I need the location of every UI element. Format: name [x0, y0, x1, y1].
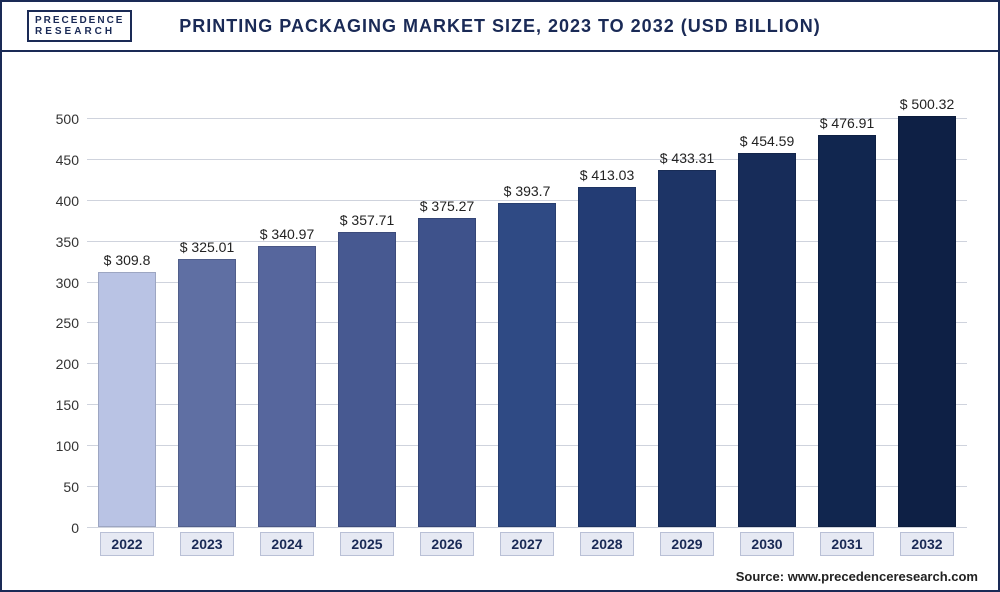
bars-container: $ 309.8 $ 325.01 $ 340.97 $ 357.71 $ 375.27 $… — [87, 77, 967, 527]
x-category: 2024 — [255, 532, 320, 556]
x-category-label: 2025 — [340, 532, 393, 556]
y-tick-label: 0 — [71, 520, 87, 536]
bar-group: $ 500.32 — [895, 96, 960, 527]
bar-value-label: $ 393.7 — [504, 183, 551, 199]
x-category-label: 2024 — [260, 532, 313, 556]
bar-group: $ 340.97 — [255, 226, 320, 527]
x-category: 2031 — [815, 532, 880, 556]
bar-group: $ 454.59 — [735, 133, 800, 527]
bar-value-label: $ 375.27 — [420, 198, 475, 214]
y-tick-label: 150 — [56, 397, 87, 413]
bar — [98, 272, 156, 527]
title-divider — [2, 50, 998, 52]
x-category: 2026 — [415, 532, 480, 556]
y-tick-label: 100 — [56, 438, 87, 454]
x-category: 2023 — [175, 532, 240, 556]
x-category-label: 2026 — [420, 532, 473, 556]
x-category-label: 2030 — [740, 532, 793, 556]
bar — [418, 218, 476, 527]
bar-value-label: $ 500.32 — [900, 96, 955, 112]
y-tick-label: 300 — [56, 275, 87, 291]
bar-group: $ 476.91 — [815, 115, 880, 527]
y-tick-label: 400 — [56, 193, 87, 209]
bar — [898, 116, 956, 527]
x-category: 2022 — [95, 532, 160, 556]
bar — [498, 203, 556, 527]
bar-value-label: $ 454.59 — [740, 133, 795, 149]
bar-group: $ 325.01 — [175, 239, 240, 527]
y-tick-label: 350 — [56, 234, 87, 250]
y-tick-label: 250 — [56, 315, 87, 331]
x-category: 2030 — [735, 532, 800, 556]
x-category-label: 2023 — [180, 532, 233, 556]
bar-group: $ 357.71 — [335, 212, 400, 527]
x-category-label: 2027 — [500, 532, 553, 556]
y-tick-label: 450 — [56, 152, 87, 168]
x-category-label: 2031 — [820, 532, 873, 556]
source-attribution: Source: www.precedenceresearch.com — [736, 569, 978, 584]
bar-value-label: $ 357.71 — [340, 212, 395, 228]
y-tick-label: 200 — [56, 356, 87, 372]
bar-value-label: $ 325.01 — [180, 239, 235, 255]
x-category: 2027 — [495, 532, 560, 556]
bar-group: $ 375.27 — [415, 198, 480, 527]
bar — [738, 153, 796, 527]
bar-group: $ 309.8 — [95, 252, 160, 527]
x-category: 2028 — [575, 532, 640, 556]
bar — [258, 246, 316, 527]
bar-group: $ 393.7 — [495, 183, 560, 527]
x-category: 2025 — [335, 532, 400, 556]
bar — [338, 232, 396, 527]
y-tick-label: 50 — [63, 479, 87, 495]
x-category-label: 2029 — [660, 532, 713, 556]
x-category-label: 2022 — [100, 532, 153, 556]
bar-value-label: $ 340.97 — [260, 226, 315, 242]
x-category-label: 2028 — [580, 532, 633, 556]
chart-title: PRINTING PACKAGING MARKET SIZE, 2023 TO … — [2, 16, 998, 37]
bar — [818, 135, 876, 527]
bar — [578, 187, 636, 527]
gridline: 0 — [87, 527, 967, 528]
chart-card: PRECEDENCE RESEARCH PRINTING PACKAGING M… — [0, 0, 1000, 592]
bar — [658, 170, 716, 527]
bar — [178, 259, 236, 527]
bar-value-label: $ 476.91 — [820, 115, 875, 131]
bar-value-label: $ 433.31 — [660, 150, 715, 166]
plot-area: 050100150200250300350400450500 $ 309.8$ … — [87, 77, 967, 527]
x-category: 2029 — [655, 532, 720, 556]
x-axis: 2022 2023 2024 2025 2026 2027 2028 2029 2030 2031… — [87, 532, 967, 556]
bar-group: $ 433.31 — [655, 150, 720, 527]
bar-value-label: $ 413.03 — [580, 167, 635, 183]
bar-value-label: $ 309.8 — [104, 252, 151, 268]
x-category-label: 2032 — [900, 532, 953, 556]
y-tick-label: 500 — [56, 111, 87, 127]
x-category: 2032 — [895, 532, 960, 556]
bar-group: $ 413.03 — [575, 167, 640, 527]
